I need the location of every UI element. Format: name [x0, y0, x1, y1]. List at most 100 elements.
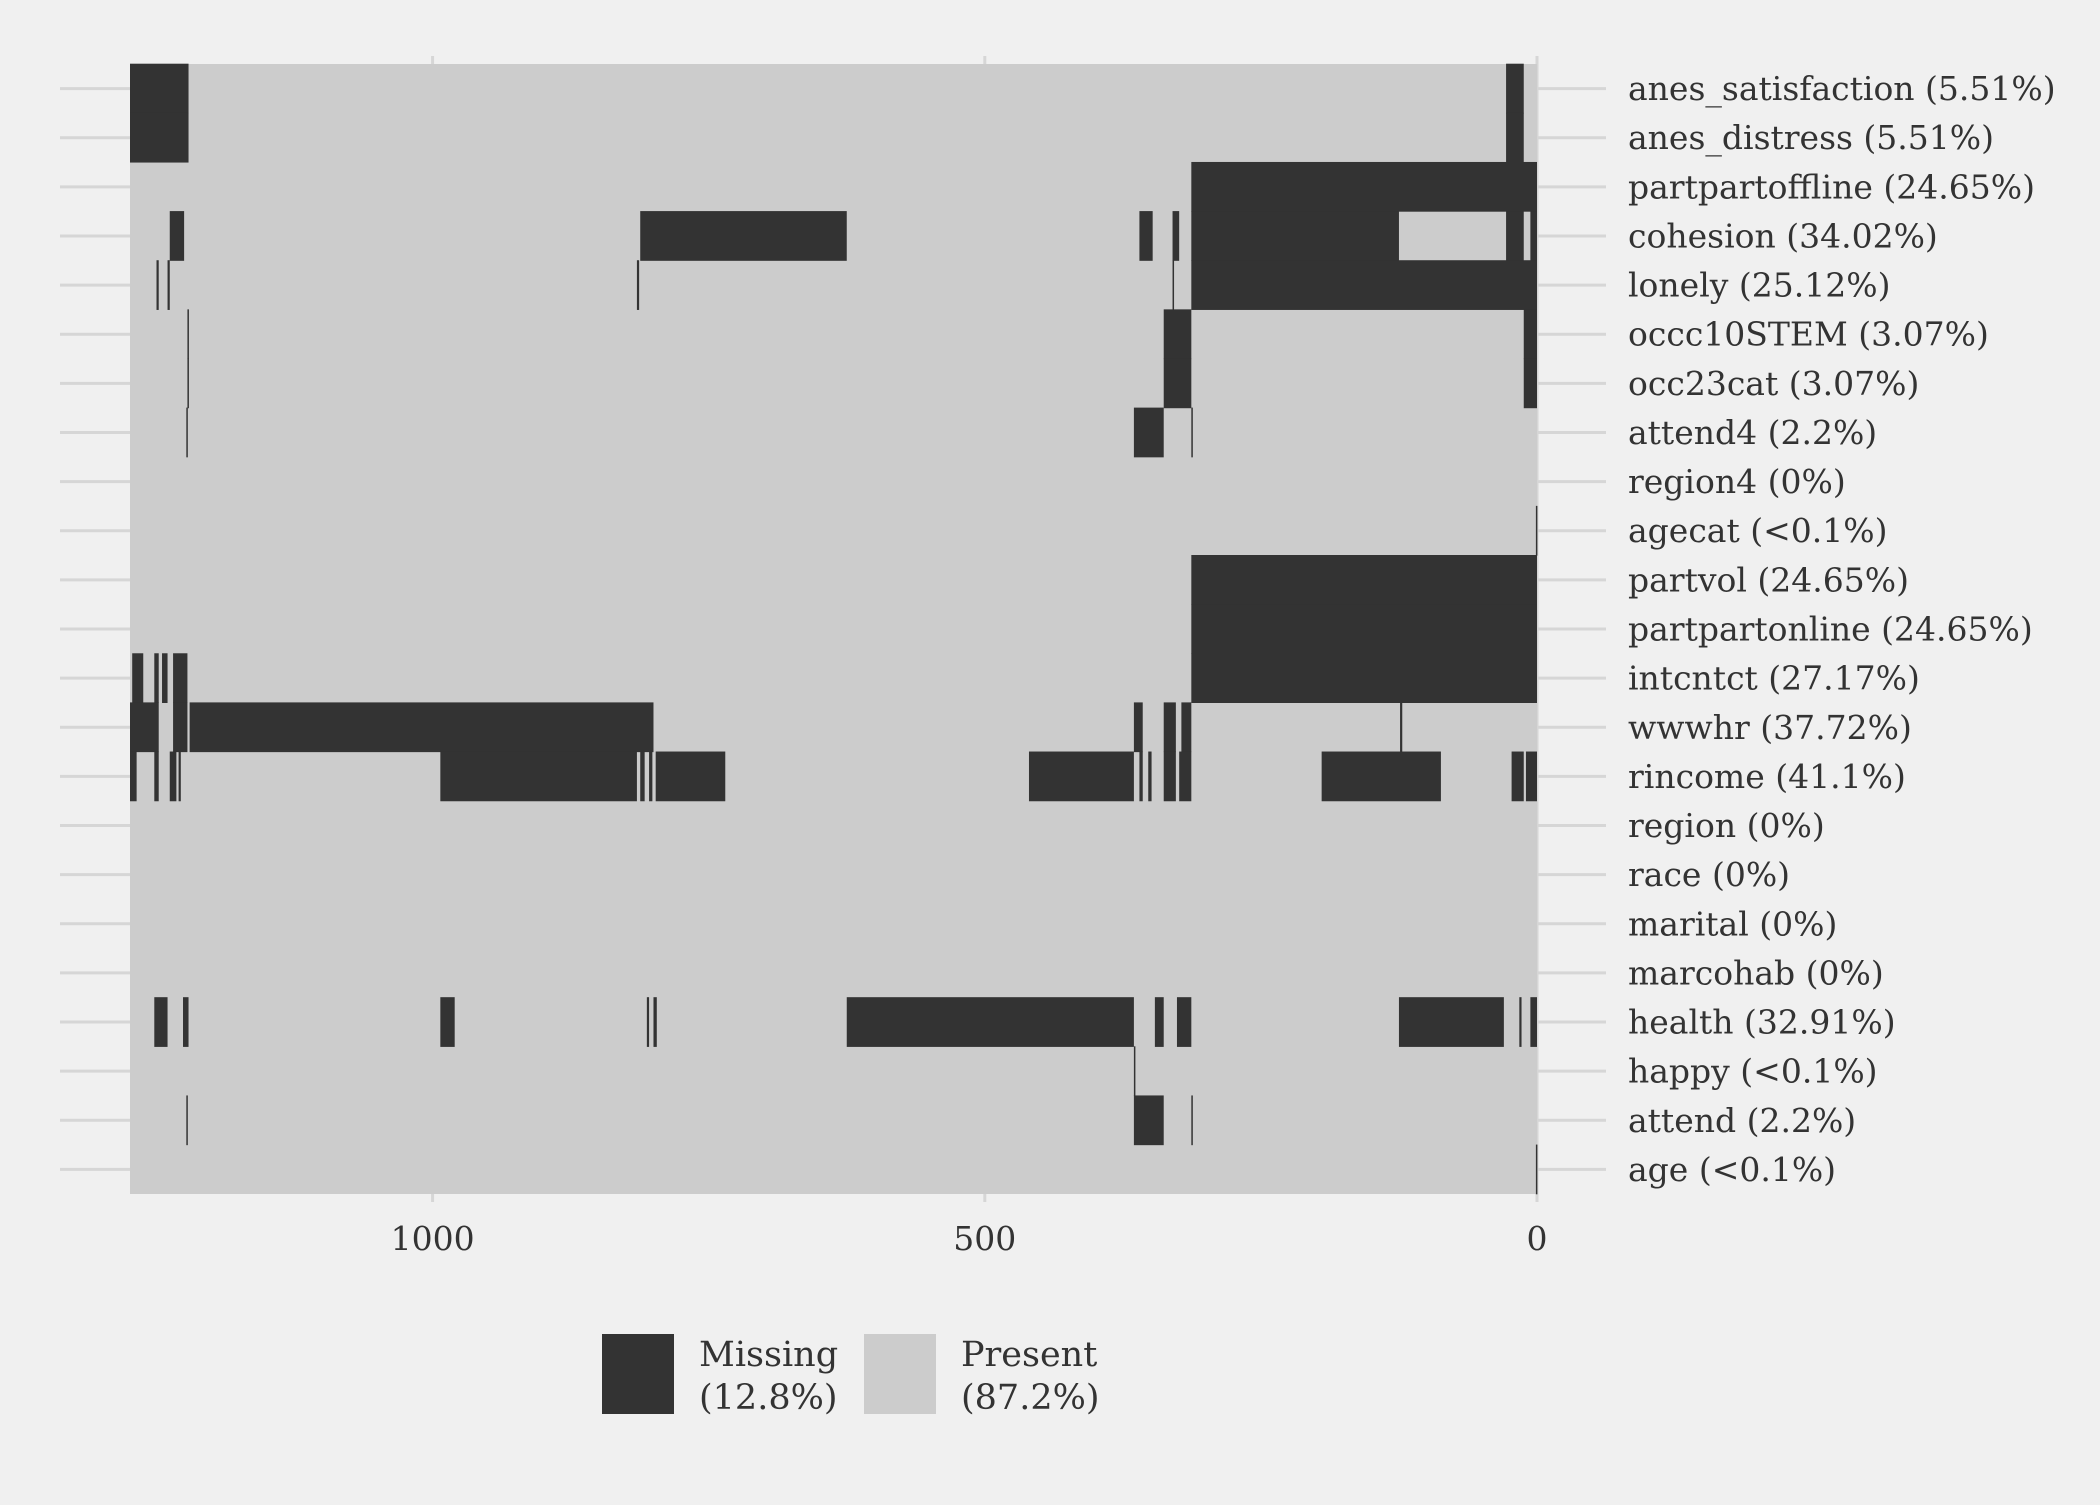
missing-segment-3-4 [1191, 211, 1399, 261]
row-label: region4 (0%) [1628, 462, 1846, 501]
missing-segment-14-5 [640, 751, 645, 802]
missing-segment-19-0 [154, 997, 168, 1047]
missing-segment-3-1 [640, 211, 847, 261]
x-tick-label: 500 [953, 1219, 1016, 1258]
row-label: rincome (41.1%) [1628, 757, 1906, 796]
missing-segment-14-14 [1511, 751, 1524, 802]
missing-segment-14-1 [154, 751, 159, 802]
legend-swatch-missing [602, 1334, 674, 1414]
x-tick-label: 1000 [391, 1219, 475, 1258]
missing-segment-7-1 [1133, 407, 1164, 458]
missing-segment-12-3 [173, 653, 188, 703]
missing-segment-2-0 [1191, 161, 1537, 212]
row-label: attend4 (2.2%) [1628, 413, 1877, 452]
missing-segment-14-15 [1525, 751, 1537, 802]
missing-segment-4-3 [1172, 260, 1175, 310]
missing-segment-4-4 [1191, 260, 1537, 310]
row-label: intcntct (27.17%) [1628, 659, 1920, 698]
missing-segment-3-0 [169, 211, 185, 261]
missing-segment-7-2 [1191, 407, 1193, 458]
missing-segment-12-2 [162, 653, 168, 703]
missing-segment-13-3 [1133, 702, 1143, 753]
row-label: marcohab (0%) [1628, 953, 1884, 992]
missing-segment-22-0 [1535, 1144, 1538, 1195]
missing-segment-1-1 [1506, 112, 1524, 163]
legend-label-missing: Missing [699, 1335, 838, 1375]
missing-segment-21-1 [1133, 1095, 1164, 1146]
missing-segment-19-8 [1398, 997, 1504, 1047]
missing-segment-13-5 [1181, 702, 1192, 753]
missing-segment-19-1 [183, 997, 189, 1047]
row-label: partpartonline (24.65%) [1628, 610, 2033, 649]
missing-segment-14-12 [1179, 751, 1192, 802]
missing-segment-6-1 [1163, 358, 1192, 409]
missing-segment-0-1 [1506, 63, 1524, 114]
missing-segment-9-0 [1535, 505, 1538, 556]
missing-segment-14-8 [1028, 751, 1134, 802]
row-label: race (0%) [1628, 855, 1790, 894]
missing-segment-19-4 [653, 997, 657, 1047]
legend-label-present: Present [961, 1335, 1097, 1375]
missing-segment-20-0 [1133, 1046, 1136, 1097]
missing-segment-13-6 [1400, 702, 1403, 753]
missing-segment-13-2 [189, 702, 654, 753]
missing-segment-6-0 [187, 358, 189, 409]
missing-segment-11-0 [1191, 604, 1537, 654]
missing-segment-4-2 [636, 260, 640, 310]
missing-segment-14-0 [130, 751, 137, 802]
row-label: agecat (<0.1%) [1628, 511, 1887, 550]
row-label: happy (<0.1%) [1628, 1052, 1878, 1091]
missing-segment-19-3 [646, 997, 650, 1047]
missing-segment-0-0 [130, 63, 189, 114]
missing-segment-3-3 [1172, 211, 1180, 261]
row-label: wwwhr (37.72%) [1628, 708, 1912, 747]
missing-segment-3-6 [1530, 211, 1537, 261]
missing-segment-19-9 [1519, 997, 1522, 1047]
missing-segment-7-0 [186, 407, 188, 458]
missing-segment-5-0 [187, 309, 189, 360]
row-label: marital (0%) [1628, 904, 1837, 943]
missing-segment-3-2 [1139, 211, 1153, 261]
missing-segment-19-10 [1530, 997, 1537, 1047]
missing-segment-14-4 [440, 751, 637, 802]
row-label: cohesion (34.02%) [1628, 216, 1938, 255]
row-label: lonely (25.12%) [1628, 266, 1890, 305]
missing-segment-14-6 [649, 751, 653, 802]
missing-segment-5-2 [1523, 309, 1537, 360]
missing-segment-19-7 [1176, 997, 1192, 1047]
missing-segment-5-1 [1163, 309, 1192, 360]
missing-segment-19-2 [440, 997, 455, 1047]
missing-segment-4-0 [156, 260, 159, 310]
missing-segment-14-13 [1321, 751, 1441, 802]
missing-segment-12-4 [1191, 653, 1537, 703]
missing-segment-14-9 [1139, 751, 1143, 802]
missing-segment-6-2 [1523, 358, 1537, 409]
missing-segment-14-10 [1148, 751, 1152, 802]
row-label: anes_satisfaction (5.51%) [1628, 69, 2056, 109]
missing-segment-14-3 [178, 751, 181, 802]
row-label: partvol (24.65%) [1628, 560, 1909, 599]
legend-percent-present: (87.2%) [961, 1378, 1100, 1418]
missing-segment-13-0 [130, 702, 159, 753]
missing-segment-19-6 [1154, 997, 1164, 1047]
missing-segment-12-1 [154, 653, 159, 703]
missing-segment-21-2 [1191, 1095, 1193, 1146]
legend-percent-missing: (12.8%) [699, 1378, 838, 1418]
missing-segment-14-11 [1163, 751, 1176, 802]
missing-segment-19-5 [846, 997, 1134, 1047]
row-label: anes_distress (5.51%) [1628, 118, 1994, 158]
row-label: region (0%) [1628, 806, 1825, 845]
x-tick-label: 0 [1527, 1219, 1548, 1258]
missing-segment-13-1 [173, 702, 188, 753]
missing-segment-4-1 [167, 260, 170, 310]
row-label: occ23cat (3.07%) [1628, 364, 1919, 403]
missing-segment-14-2 [169, 751, 177, 802]
missing-segment-3-5 [1506, 211, 1524, 261]
row-label: attend (2.2%) [1628, 1101, 1856, 1140]
missing-segment-21-0 [186, 1095, 188, 1146]
missing-segment-10-0 [1191, 555, 1537, 605]
row-label: partpartoffline (24.65%) [1628, 167, 2035, 206]
row-label: health (32.91%) [1628, 1003, 1896, 1042]
missing-segment-1-0 [130, 112, 189, 163]
